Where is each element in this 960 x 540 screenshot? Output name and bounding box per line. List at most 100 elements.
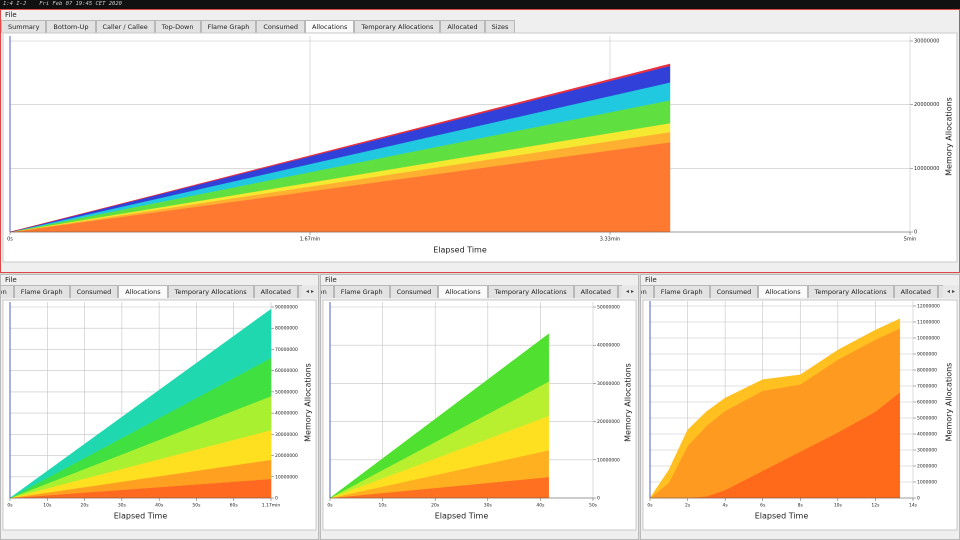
x-tick-label: 10s <box>379 503 388 509</box>
y-tick-label: 40000000 <box>597 343 620 349</box>
tab[interactable]: Allocations <box>438 285 488 298</box>
y-tick-label: 10000000 <box>917 336 940 342</box>
area <box>9 308 272 499</box>
tab[interactable]: Consumed <box>69 285 119 298</box>
y-tick-label: 0 <box>917 496 920 502</box>
x-tick-label: 40s <box>536 503 545 509</box>
area <box>329 333 550 499</box>
x-axis-label: Elapsed Time <box>114 512 168 521</box>
tab[interactable]: Allocated <box>253 285 298 298</box>
y-axis-label: Memory Allocations <box>945 363 954 442</box>
tab[interactable]: Temporary Allocations <box>167 285 254 298</box>
menu-file[interactable]: File <box>5 276 17 284</box>
y-axis-label: Memory Allocations <box>304 363 313 442</box>
x-tick-label: 40s <box>155 503 164 509</box>
workspace: 1:4 I-J <box>3 1 27 7</box>
y-axis-label: Memory Allocations <box>945 97 954 176</box>
x-tick-label: 4s <box>723 503 729 509</box>
y-tick-label: 90000000 <box>275 305 298 311</box>
x-tick-label: 14s <box>909 503 918 509</box>
tab[interactable]: Flame Graph <box>13 285 70 298</box>
tab[interactable]: Allocated <box>440 20 485 33</box>
x-tick-label: 50s <box>192 503 201 509</box>
x-tick-label: 1.17min <box>262 503 281 509</box>
tab[interactable]: Top-Down <box>1 285 14 298</box>
y-tick-label: 12000000 <box>917 304 940 310</box>
y-tick-label: 7000000 <box>917 384 937 390</box>
menu-file[interactable]: File <box>5 11 17 19</box>
tab[interactable]: Bottom-Up <box>46 20 96 33</box>
x-tick-label: 3.33min <box>600 237 621 243</box>
y-tick-label: 30000000 <box>914 39 939 45</box>
tab[interactable]: Temporary Allocations <box>487 285 574 298</box>
x-tick-label: 50s <box>589 503 598 509</box>
tab[interactable]: Allocations <box>304 20 355 33</box>
area <box>9 63 671 233</box>
x-tick-label: 10s <box>834 503 843 509</box>
area <box>649 318 901 499</box>
x-tick-label: 30s <box>484 503 493 509</box>
tab[interactable]: Allocated <box>573 285 618 298</box>
x-tick-label: 2s <box>685 503 691 509</box>
tab-bar: Summary Bottom-Up Caller / Callee Top-Down F… <box>1 20 959 33</box>
tab[interactable]: Consumed <box>256 20 305 33</box>
x-tick-label: 12s <box>871 503 880 509</box>
x-tick-label: 0s <box>7 503 13 509</box>
tab[interactable]: Top-Down <box>641 285 654 298</box>
y-tick-label: 20000000 <box>597 419 620 425</box>
x-tick-label: 5min <box>904 237 917 243</box>
menu-file[interactable]: File <box>325 276 337 284</box>
tab[interactable]: Flame Graph <box>333 285 390 298</box>
x-axis-label: Elapsed Time <box>435 512 489 521</box>
tab[interactable]: Sizes <box>484 20 516 33</box>
x-tick-label: 30s <box>118 503 127 509</box>
tab[interactable]: Consumed <box>709 285 759 298</box>
y-tick-label: 10000000 <box>914 166 939 172</box>
y-tick-label: 8000000 <box>917 368 937 374</box>
tab[interactable]: Top-Down <box>321 285 334 298</box>
tab-scroll[interactable]: ◂ ▸ <box>622 285 638 298</box>
x-axis-label: Elapsed Time <box>755 512 809 521</box>
tab-scroll[interactable]: ◂ ▸ <box>302 285 318 298</box>
y-tick-label: 5000000 <box>917 416 937 422</box>
tab[interactable]: Summary <box>1 20 47 33</box>
tab[interactable]: Top-Down <box>154 20 201 33</box>
x-tick-label: 0s <box>327 503 333 509</box>
y-tick-label: 9000000 <box>917 352 937 358</box>
y-tick-label: 50000000 <box>597 305 620 311</box>
y-tick-label: 4000000 <box>917 432 937 438</box>
y-tick-label: 10000000 <box>597 457 620 463</box>
tab[interactable]: Temporary Allocations <box>807 285 894 298</box>
y-tick-label: 6000000 <box>917 400 937 406</box>
x-tick-label: 20s <box>81 503 90 509</box>
y-tick-label: 70000000 <box>275 347 298 353</box>
clock: Fri Feb 07 19:45 CET 2020 <box>39 1 122 7</box>
y-tick-label: 60000000 <box>275 368 298 374</box>
y-tick-label: 50000000 <box>275 389 298 395</box>
y-tick-label: 0 <box>597 496 600 502</box>
x-tick-label: 10s <box>43 503 52 509</box>
menu-file[interactable]: File <box>645 276 657 284</box>
y-tick-label: 40000000 <box>275 411 298 417</box>
y-tick-label: 2000000 <box>917 464 937 470</box>
tab[interactable]: Consumed <box>389 285 439 298</box>
tab[interactable]: Allocated <box>893 285 938 298</box>
tab[interactable]: Allocations <box>758 285 808 298</box>
y-tick-label: 80000000 <box>275 326 298 332</box>
y-tick-label: 0 <box>275 496 278 502</box>
tab[interactable]: Caller / Callee <box>95 20 155 33</box>
tab[interactable]: Temporary Allocations <box>354 20 441 33</box>
y-tick-label: 20000000 <box>914 102 939 108</box>
tab[interactable]: Allocations <box>118 285 168 298</box>
tab[interactable]: Flame Graph <box>200 20 257 33</box>
y-tick-label: 3000000 <box>917 448 937 454</box>
tab[interactable]: Flame Graph <box>653 285 710 298</box>
x-tick-label: 0s <box>647 503 653 509</box>
tab-scroll[interactable]: ◂ ▸ <box>943 285 959 298</box>
top-bar: 1:4 I-J Fri Feb 07 19:45 CET 2020 <box>0 0 960 9</box>
y-tick-label: 30000000 <box>597 381 620 387</box>
